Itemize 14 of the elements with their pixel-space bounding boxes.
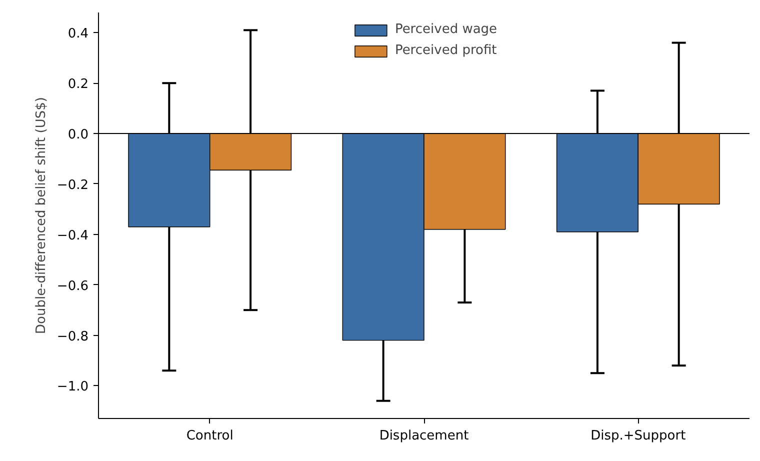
y-tick-label: −0.8 [56, 329, 89, 344]
y-tick-label: −0.6 [56, 278, 89, 294]
y-tick-label: −1.0 [56, 380, 89, 395]
legend-label: Perceived wage [394, 22, 498, 37]
y-tick-label: −0.4 [56, 228, 89, 244]
y-tick-label: 0.0 [68, 128, 89, 143]
x-tick-label: Control [186, 428, 234, 444]
x-tick-label: Disp.+Support [590, 428, 686, 444]
y-tick-label: 0.4 [68, 26, 89, 42]
y-axis-title: Double-differenced belief shift (US$) [34, 97, 49, 334]
legend-label: Perceived profit [394, 43, 497, 58]
y-tick-label: −0.2 [56, 178, 89, 193]
y-tick-label: 0.2 [68, 77, 89, 92]
x-tick-label: Displacement [379, 428, 469, 444]
